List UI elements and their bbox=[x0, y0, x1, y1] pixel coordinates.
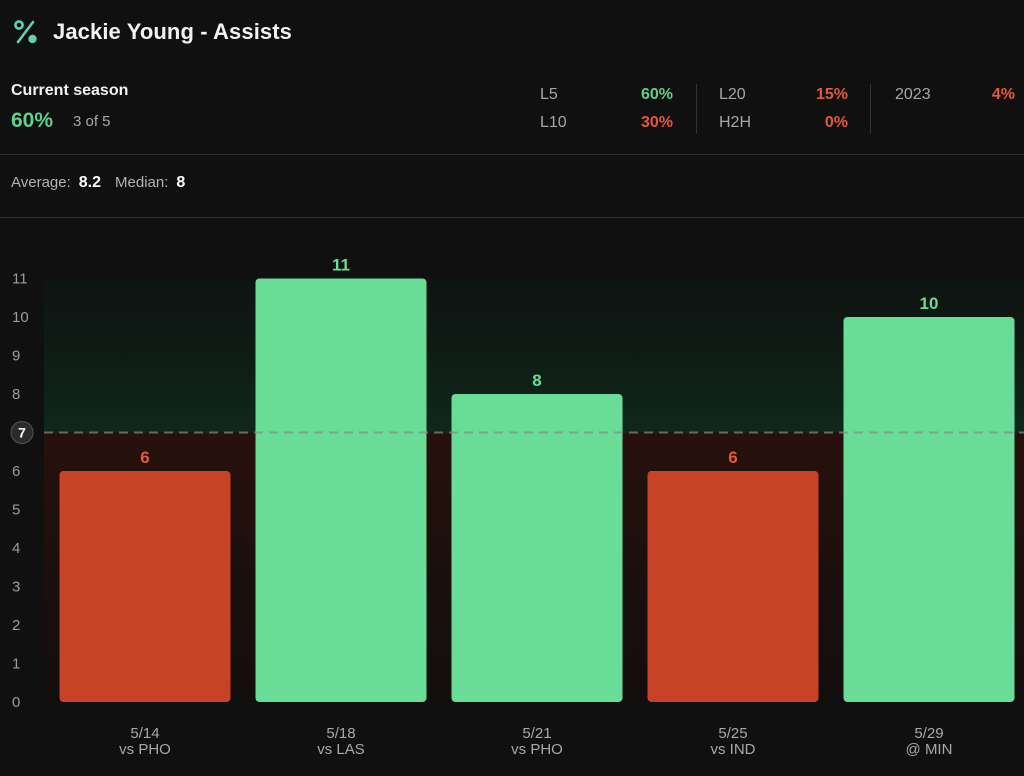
y-tick-label: 8 bbox=[12, 386, 20, 403]
x-tick-date: 5/18 bbox=[326, 725, 355, 742]
season-hit-rate: 60% bbox=[11, 109, 54, 132]
x-tick-date: 5/25 bbox=[718, 725, 747, 742]
bar-value-label: 8 bbox=[532, 371, 541, 390]
median-label: Median: bbox=[115, 174, 169, 191]
average-value: 8.2 bbox=[78, 174, 102, 191]
bar-value-label: 10 bbox=[920, 294, 939, 313]
y-tick-label: 10 bbox=[12, 309, 29, 326]
x-tick-opponent: vs PHO bbox=[511, 741, 563, 758]
y-tick-label: 5 bbox=[12, 502, 20, 519]
page-title: Jackie Young - Assists bbox=[53, 19, 293, 44]
y-tick-label: 1 bbox=[12, 656, 20, 673]
stat-value-h2h: 0% bbox=[824, 114, 848, 131]
bar-value-label: 11 bbox=[332, 256, 350, 275]
stat-label-h2h: H2H bbox=[719, 114, 752, 131]
bar-value-label: 6 bbox=[140, 448, 149, 467]
average-label: Average: bbox=[11, 174, 71, 191]
y-tick-label: 9 bbox=[12, 348, 20, 365]
y-tick-label: 6 bbox=[12, 463, 20, 480]
y-tick-label: 0 bbox=[12, 694, 20, 711]
median-value: 8 bbox=[176, 174, 186, 191]
y-tick-label: 11 bbox=[12, 271, 28, 288]
divider bbox=[0, 154, 1024, 155]
x-tick-opponent: vs PHO bbox=[119, 741, 171, 758]
y-tick-label: 4 bbox=[12, 540, 20, 557]
stat-label-l5: L5 bbox=[540, 86, 558, 103]
x-tick-opponent: vs IND bbox=[711, 741, 756, 758]
x-tick-date: 5/21 bbox=[522, 725, 551, 742]
x-tick-opponent: @ MIN bbox=[906, 741, 953, 758]
bar bbox=[255, 278, 427, 702]
bar-value-label: 6 bbox=[728, 448, 737, 467]
bar bbox=[59, 471, 231, 702]
x-tick-date: 5/29 bbox=[914, 725, 943, 742]
divider bbox=[0, 217, 1024, 218]
season-label: Current season bbox=[11, 82, 129, 99]
stat-value-l20: 15% bbox=[815, 86, 848, 103]
threshold-marker bbox=[10, 421, 34, 444]
x-tick-opponent: vs LAS bbox=[317, 741, 365, 758]
stats-divider bbox=[696, 84, 697, 134]
bar bbox=[843, 317, 1015, 702]
percent-icon bbox=[11, 17, 41, 47]
stat-label-l10: L10 bbox=[540, 114, 567, 131]
y-tick-label: 3 bbox=[12, 579, 20, 596]
stat-value-l10: 30% bbox=[640, 114, 673, 131]
summary-stats: Average: 8.2 Median: 8 bbox=[11, 174, 199, 192]
stat-value-l5: 60% bbox=[640, 86, 673, 103]
y-tick-label: 2 bbox=[12, 617, 20, 634]
season-hit-count: 3 of 5 bbox=[73, 113, 111, 130]
threshold-label: 7 bbox=[18, 425, 26, 441]
stat-label-l20: L20 bbox=[719, 86, 746, 103]
chart-header: Jackie Young - Assists bbox=[11, 16, 292, 48]
bar bbox=[451, 394, 623, 702]
bar bbox=[647, 471, 819, 702]
stat-label-2023: 2023 bbox=[895, 86, 931, 103]
stats-divider bbox=[870, 84, 871, 134]
stat-value-2023: 4% bbox=[991, 86, 1015, 103]
x-tick-date: 5/14 bbox=[130, 725, 159, 742]
